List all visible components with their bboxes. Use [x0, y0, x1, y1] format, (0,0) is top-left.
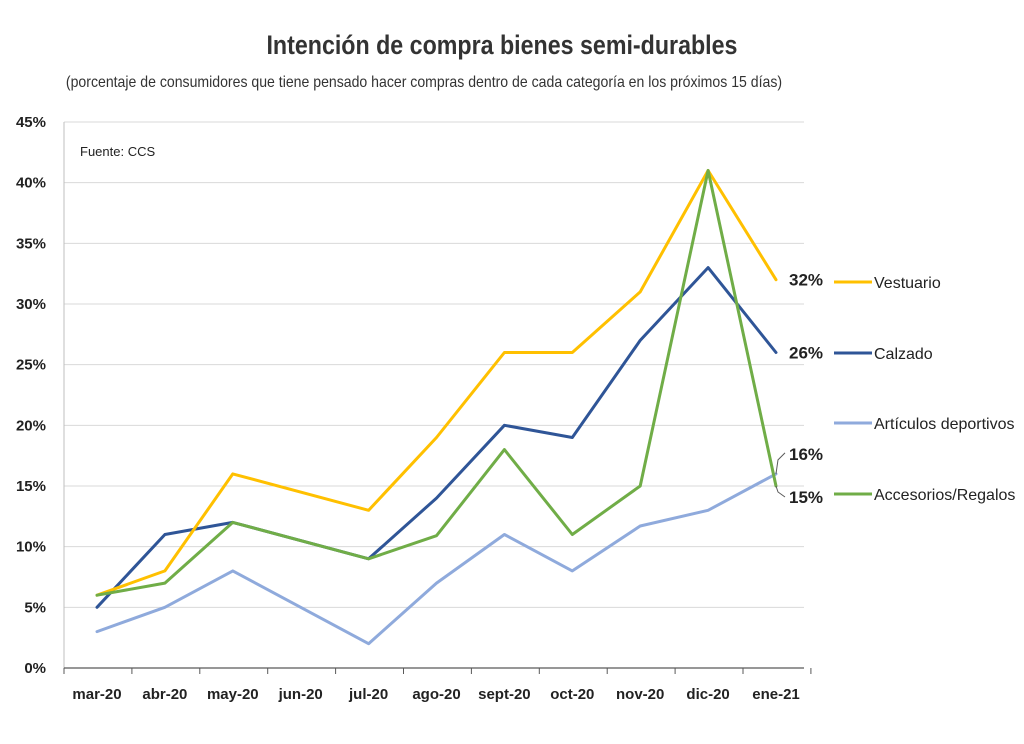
x-tick-label: nov-20 [616, 686, 664, 703]
y-tick-label: 40% [16, 175, 46, 192]
series-line-calzado [95, 266, 778, 609]
chart-title: Intención de compra bienes semi-durables [266, 30, 738, 60]
x-tick-label: dic-20 [686, 686, 729, 703]
y-tick-label: 45% [16, 114, 46, 131]
end-value-label: 26% [789, 344, 823, 363]
label-leader-line [775, 485, 786, 498]
x-tick-label: ene-21 [752, 686, 800, 703]
y-tick-label: 30% [16, 296, 46, 313]
x-tick-label: jul-20 [348, 686, 388, 703]
y-tick-label: 35% [16, 235, 46, 252]
x-tick-label: mar-20 [72, 686, 121, 703]
x-tick-label: sept-20 [478, 686, 531, 703]
x-tick-label: abr-20 [142, 686, 187, 703]
end-labels: 32% 26% 16% 15% [775, 271, 823, 507]
legend-label: Vestuario [874, 275, 941, 292]
end-value-label: 15% [789, 488, 823, 507]
y-axis-ticks: 0% 5% 10% 15% 20% 25% 30% 35% 40% 45% [16, 114, 46, 677]
legend-label: Calzado [874, 346, 933, 363]
source-note: Fuente: CCS [80, 144, 155, 159]
y-tick-label: 10% [16, 539, 46, 556]
gridlines [64, 121, 804, 608]
series-line-art-culos-deportivos [95, 472, 778, 646]
legend-label: Artículos deportivos [874, 416, 1015, 433]
series-line-accesorios-regalos [95, 169, 778, 597]
y-tick-label: 15% [16, 478, 46, 495]
chart-subtitle: (porcentaje de consumidores que tiene pe… [65, 74, 783, 91]
legend-label: Accesorios/Regalos [874, 487, 1015, 504]
x-tick-label: may-20 [207, 686, 259, 703]
series-lines [95, 169, 778, 646]
x-axis-ticks: mar-20 abr-20 may-20 jun-20 jul-20 ago-20 sept… [63, 668, 812, 703]
y-tick-label: 25% [16, 357, 46, 374]
y-tick-label: 20% [16, 417, 46, 434]
label-leader-line [775, 452, 786, 474]
x-tick-label: oct-20 [550, 686, 594, 703]
y-tick-label: 0% [24, 660, 46, 677]
x-tick-label: jun-20 [278, 686, 323, 703]
end-value-label: 32% [789, 271, 823, 290]
axes [63, 122, 804, 669]
end-value-label: 16% [789, 445, 823, 464]
series-line-vestuario [95, 169, 778, 597]
y-tick-label: 5% [24, 599, 46, 616]
legend: Vestuario Calzado Artículos deportivos Acce… [834, 275, 1015, 504]
x-tick-label: ago-20 [412, 686, 460, 703]
